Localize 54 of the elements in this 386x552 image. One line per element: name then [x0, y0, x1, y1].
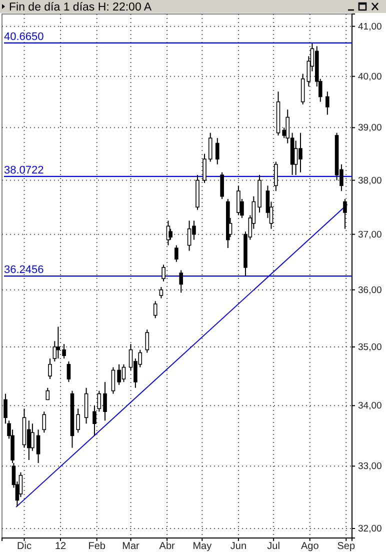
candlestick	[274, 161, 278, 192]
y-tick-label: 40,00	[358, 71, 382, 82]
x-tick-label: Mar	[122, 541, 140, 552]
x-tick-label: Sep	[337, 541, 356, 552]
candlestick	[97, 390, 102, 412]
y-tick-label: 32,00	[358, 524, 382, 535]
y-tick-label: 35,00	[358, 342, 382, 353]
candlestick	[30, 423, 34, 452]
candlestick	[153, 300, 158, 319]
candlestick	[300, 73, 305, 105]
x-tick-label: Feb	[88, 541, 106, 552]
x-tick-label: May	[192, 541, 212, 552]
candlestick	[103, 381, 107, 422]
x-tick-label: Abr	[159, 541, 176, 552]
y-tick-label: 38,00	[358, 175, 382, 186]
candlestick	[343, 198, 347, 230]
candlestick	[236, 185, 240, 216]
ref-line-label: 36.2456	[4, 264, 44, 276]
y-tick-label: 37,00	[358, 229, 382, 240]
candlestick	[326, 91, 330, 116]
candlestick	[46, 387, 50, 400]
y-tick-label: 41,00	[358, 21, 382, 32]
y-tick-label: 34,00	[358, 400, 382, 412]
x-tick-label: Dic	[17, 541, 32, 552]
y-tick-label: 33,00	[358, 461, 382, 472]
candlestick	[92, 405, 96, 436]
candlestick	[42, 411, 46, 434]
candlestick	[162, 264, 166, 282]
candlestick	[56, 326, 60, 360]
x-tick-label: Jun	[230, 541, 247, 552]
candlestick	[179, 270, 183, 294]
x-tick-label: Jul	[267, 541, 280, 552]
candlestick	[66, 360, 71, 382]
x-tick-label: 12	[54, 541, 67, 552]
candlestick	[202, 153, 206, 184]
candlestick	[84, 387, 88, 424]
candlestick	[36, 429, 40, 464]
candlestick	[48, 358, 52, 380]
candlestick	[76, 408, 80, 434]
candlestick	[174, 244, 178, 262]
candlestick	[145, 329, 150, 354]
x-tick-label: Ago	[300, 541, 320, 552]
y-tick-label: 39,00	[358, 122, 382, 134]
candlestick	[208, 132, 212, 162]
candlestick	[159, 286, 164, 299]
chart-title: Fin de día 1 días H: 22:00 A	[9, 2, 152, 14]
candlestick	[111, 366, 116, 394]
candlestick	[215, 138, 220, 165]
candlestick	[220, 172, 224, 200]
ref-line-label: 38.0722	[4, 164, 44, 176]
ref-line-label: 40.6650	[4, 30, 44, 43]
candlestick	[168, 228, 172, 240]
candlestick	[62, 344, 66, 360]
y-tick-label: 36,00	[358, 284, 382, 296]
